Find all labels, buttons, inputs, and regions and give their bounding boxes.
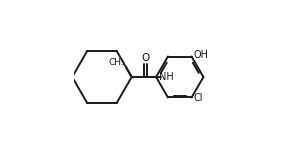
Text: O: O bbox=[141, 53, 149, 63]
Text: OH: OH bbox=[193, 50, 208, 60]
Text: Cl: Cl bbox=[193, 93, 203, 103]
Text: CH₃: CH₃ bbox=[109, 58, 125, 67]
Text: NH: NH bbox=[159, 72, 174, 82]
